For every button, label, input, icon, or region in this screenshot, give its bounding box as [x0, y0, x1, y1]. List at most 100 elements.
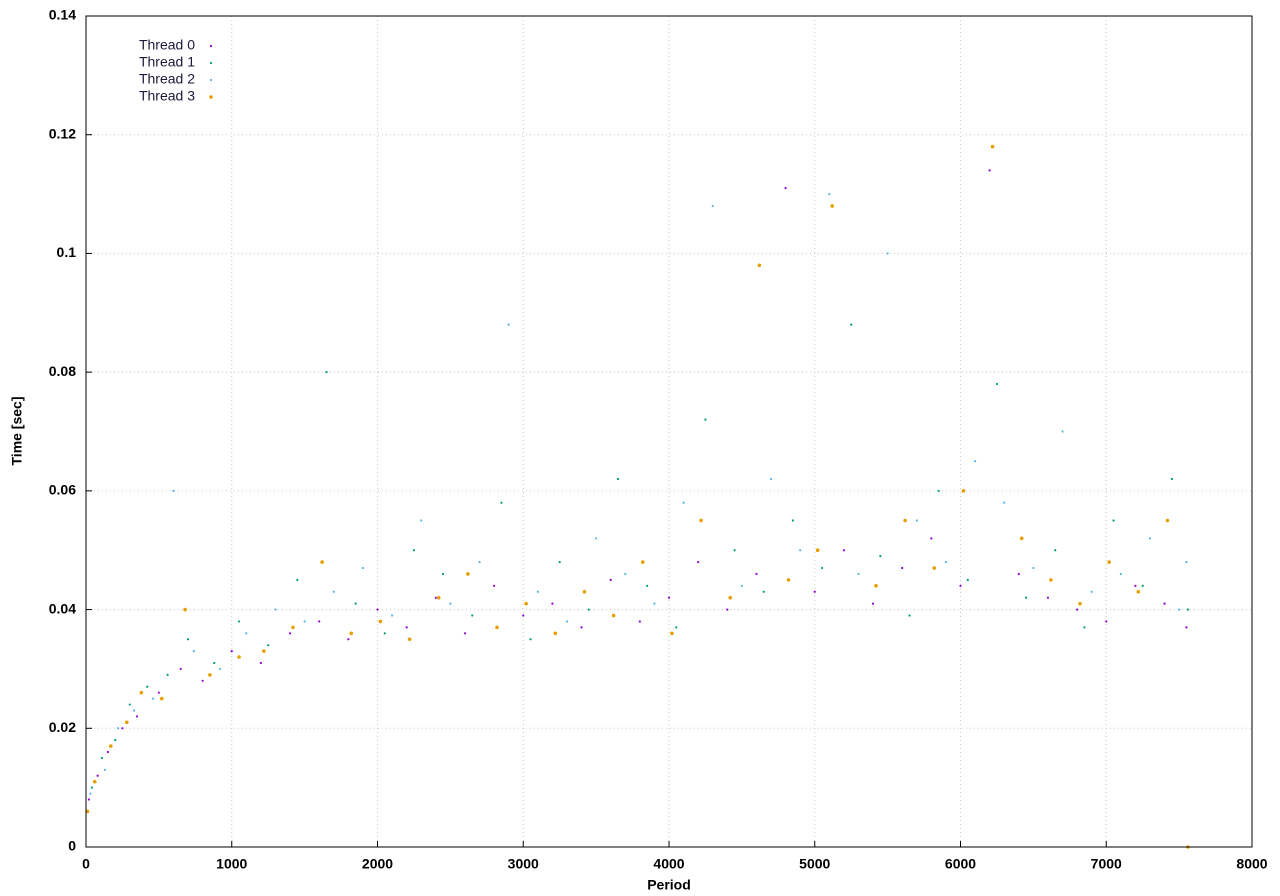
data-point — [728, 595, 733, 600]
data-point — [103, 768, 107, 771]
data-point — [245, 632, 248, 635]
x-tick-label: 7000 — [1091, 856, 1122, 872]
data-point — [1178, 608, 1181, 611]
data-point — [874, 584, 878, 588]
y-tick-label: 0.08 — [49, 363, 76, 379]
data-point — [857, 572, 860, 576]
data-point — [1105, 620, 1108, 623]
data-point — [274, 608, 277, 611]
data-point — [495, 625, 499, 630]
data-point — [466, 572, 470, 576]
data-point — [267, 644, 270, 647]
data-point — [92, 779, 97, 784]
data-point — [901, 566, 904, 570]
data-point — [580, 626, 583, 629]
data-point — [830, 204, 835, 208]
data-point — [762, 590, 765, 593]
data-point — [624, 572, 627, 576]
data-point — [1107, 560, 1111, 564]
x-tick-label: 4000 — [653, 856, 684, 872]
data-point — [259, 661, 262, 665]
y-tick-label: 0.14 — [49, 7, 76, 23]
data-point — [653, 602, 656, 605]
data-point — [347, 638, 350, 641]
data-point — [879, 555, 882, 558]
data-point — [320, 560, 324, 564]
data-point — [757, 263, 762, 268]
data-point — [966, 578, 969, 581]
data-point — [361, 566, 365, 570]
y-axis-label: Time [sec] — [9, 397, 25, 466]
x-tick-label: 5000 — [799, 856, 830, 872]
data-point — [332, 590, 335, 593]
data-point — [159, 696, 164, 701]
legend-label: Thread 3 — [139, 88, 195, 104]
data-point — [995, 382, 999, 386]
y-tick-label: 0 — [68, 838, 76, 854]
data-point — [405, 626, 408, 629]
y-tick-label: 0.1 — [57, 244, 77, 260]
data-point — [146, 685, 149, 688]
x-tick-label: 2000 — [362, 856, 393, 872]
data-point — [87, 798, 91, 801]
data-point — [828, 192, 831, 196]
data-point — [930, 537, 933, 540]
x-tick-label: 6000 — [945, 856, 976, 872]
data-point — [420, 519, 423, 522]
data-point — [908, 614, 911, 617]
data-point — [565, 620, 569, 623]
data-point — [1003, 501, 1006, 504]
data-point — [791, 519, 794, 522]
data-point — [183, 607, 187, 612]
x-tick-label: 3000 — [508, 856, 539, 872]
data-point — [675, 626, 678, 629]
data-point — [1083, 626, 1086, 629]
data-point — [1119, 572, 1122, 576]
data-point — [1163, 602, 1166, 605]
data-point — [1186, 608, 1189, 611]
data-point — [1061, 430, 1064, 433]
legend-label: Thread 1 — [139, 54, 195, 70]
data-point — [201, 679, 204, 682]
data-point — [959, 584, 962, 587]
data-point — [1076, 608, 1079, 611]
data-point — [471, 614, 474, 617]
data-point — [179, 667, 182, 671]
data-point — [441, 572, 445, 576]
data-point — [383, 632, 386, 635]
data-point — [116, 727, 120, 730]
data-point — [1046, 596, 1050, 599]
data-point — [611, 613, 616, 618]
data-point — [609, 578, 612, 581]
data-point — [682, 501, 685, 504]
data-point — [186, 638, 190, 641]
data-point — [412, 549, 416, 552]
legend-marker — [209, 61, 213, 65]
data-point — [961, 489, 966, 493]
data-point — [813, 590, 816, 593]
data-point — [587, 608, 590, 611]
data-point — [944, 560, 948, 564]
data-point — [237, 620, 241, 623]
data-point — [1134, 584, 1137, 587]
data-point — [667, 596, 671, 599]
data-point — [507, 323, 510, 326]
data-point — [376, 608, 379, 611]
x-tick-label: 8000 — [1236, 856, 1267, 872]
data-point — [390, 614, 394, 617]
data-point — [213, 661, 216, 665]
data-point — [582, 589, 587, 594]
data-point — [237, 655, 241, 659]
data-point — [616, 477, 620, 481]
data-point — [988, 169, 991, 172]
data-point — [291, 625, 295, 630]
data-point — [1017, 572, 1020, 576]
data-point — [1141, 584, 1144, 587]
data-point — [166, 673, 169, 676]
data-point — [1136, 589, 1141, 594]
data-point — [208, 673, 212, 677]
data-point — [784, 187, 787, 190]
data-point — [522, 614, 525, 617]
data-point — [172, 489, 175, 492]
data-point — [755, 572, 758, 576]
